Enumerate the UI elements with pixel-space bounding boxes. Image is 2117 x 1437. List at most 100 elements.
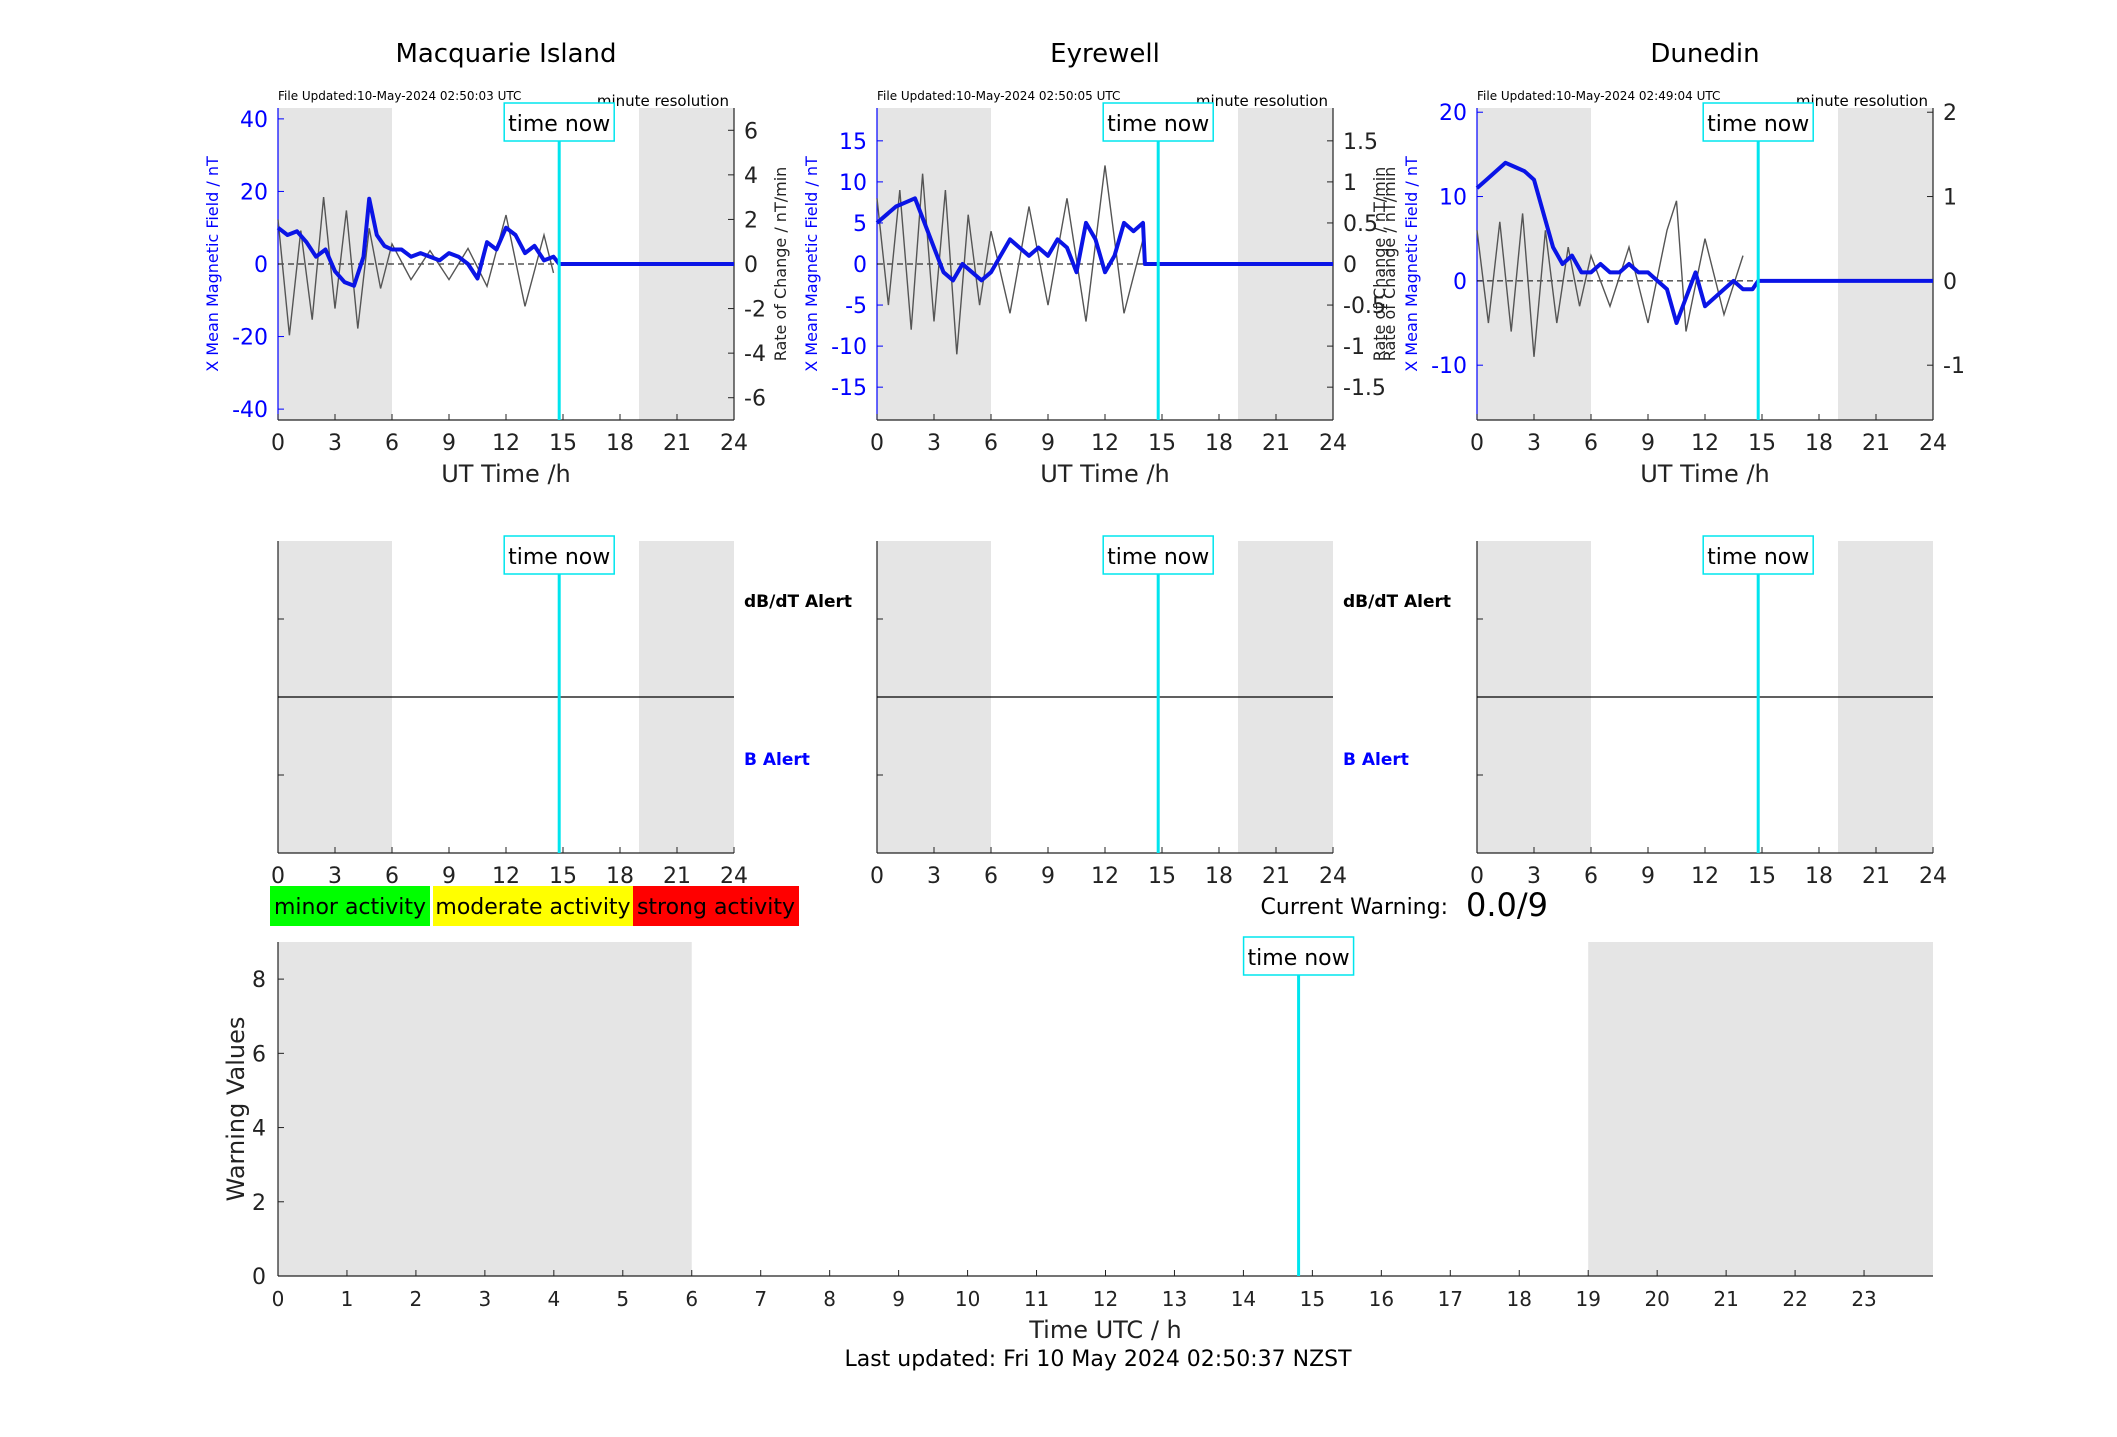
y-right-tick-label: 2 (1943, 101, 1957, 126)
y-tick-label: -20 (232, 326, 268, 351)
x-tick-label: 3 (328, 431, 342, 456)
y-right-tick-label: -0.5 (1343, 294, 1386, 319)
x-tick-label: 18 (1205, 431, 1233, 456)
x-tick-label: 15 (549, 864, 577, 889)
y-right-tick-label: -2 (744, 298, 766, 323)
x-tick-label: 6 (685, 1287, 698, 1311)
y-tick-label: 20 (240, 180, 268, 205)
x-tick-label: 24 (1919, 864, 1947, 889)
legend-strong-label: strong activity (637, 895, 795, 920)
x-tick-label: 21 (1262, 431, 1290, 456)
x-tick-label: 21 (1862, 864, 1890, 889)
chart-warning: 0 1 2 3 4 5 6 7 8 9 10 11 12 13 14 15 16 17 18 19 20 21 22 23Ti… (222, 936, 1933, 1344)
night-shading (278, 942, 692, 1276)
x-tick-label: 0 (272, 1287, 285, 1311)
b-alert-label: B Alert (1343, 750, 1409, 770)
y-tick-label: -10 (831, 335, 867, 360)
x-tick-label: 10 (955, 1287, 980, 1311)
x-tick-label: 15 (1748, 431, 1776, 456)
x-tick-label: 3 (1527, 431, 1541, 456)
x-tick-label: 14 (1231, 1287, 1256, 1311)
y-tick-label: 0 (252, 1265, 266, 1290)
file-updated: File Updated:10-May-2024 02:50:03 UTC (278, 89, 521, 103)
chart-alert-macquarie: 0 3 6 9 12 15 18 21 24 dB/dT Alert B Alert time now (271, 535, 852, 889)
y-right-axis-label: Rate of Change / nT/min (771, 167, 790, 362)
x-tick-label: 21 (1713, 1287, 1738, 1311)
time-now-label: time now (508, 112, 610, 137)
x-tick-label: 12 (1091, 431, 1119, 456)
x-tick-label: 2 (410, 1287, 423, 1311)
legend-minor-label: minor activity (274, 895, 426, 920)
y-tick-label: 0 (254, 253, 268, 278)
night-shading (1838, 108, 1933, 420)
y-right-tick-label: -1.5 (1343, 376, 1386, 401)
x-tick-label: 21 (663, 431, 691, 456)
y-right-tick-label: 1 (1343, 171, 1357, 196)
chart-alert-dunedin: 0 3 6 9 12 15 18 21 24 time now (1470, 535, 1947, 889)
y-tick-label: 8 (252, 968, 266, 993)
y-axis-label: X Mean Magnetic Field / nT (1402, 156, 1421, 372)
resolution-label: minute resolution (597, 92, 729, 110)
y-tick-label: 5 (853, 212, 867, 237)
x-tick-label: 13 (1162, 1287, 1187, 1311)
dbdt-alert-label: dB/dT Alert (744, 592, 852, 612)
legend-moderate-swatch (433, 886, 633, 926)
night-shading (1588, 942, 1933, 1276)
time-now-box (1702, 535, 1814, 575)
x-tick-label: 24 (1919, 431, 1947, 456)
x-tick-label: 19 (1575, 1287, 1600, 1311)
x-tick-label: 9 (1041, 431, 1055, 456)
x-tick-label: 24 (720, 864, 748, 889)
y-tick-label: -10 (1431, 354, 1467, 379)
x-tick-label: 8 (823, 1287, 836, 1311)
x-tick-label: 24 (1319, 864, 1347, 889)
y-tick-label: 40 (240, 108, 268, 133)
time-now-label: time now (1107, 545, 1209, 570)
y-tick-label: 0 (1453, 270, 1467, 295)
x-tick-label: 4 (547, 1287, 560, 1311)
y-right-tick-label: 0.5 (1343, 212, 1378, 237)
legend-strong-swatch (633, 886, 799, 926)
y-tick-label: 10 (1439, 186, 1467, 211)
x-tick-label: 9 (442, 864, 456, 889)
x-tick-label: 20 (1644, 1287, 1669, 1311)
x-axis-label: UT Time /h (1040, 460, 1170, 488)
y-tick-label: 10 (839, 171, 867, 196)
x-tick-label: 3 (328, 864, 342, 889)
x-tick-label: 22 (1782, 1287, 1807, 1311)
x-tick-label: 12 (1093, 1287, 1118, 1311)
x-tick-label: 6 (385, 864, 399, 889)
time-now-box (503, 102, 615, 142)
y-tick-label: 2 (252, 1191, 266, 1216)
x-tick-label: 5 (616, 1287, 629, 1311)
x-tick-label: 9 (1041, 864, 1055, 889)
legend-minor-swatch (270, 886, 430, 926)
night-shading (278, 108, 392, 420)
y-tick-label: -40 (232, 398, 268, 423)
chart-title: Eyrewell (1050, 39, 1160, 69)
x-tick-label: 17 (1438, 1287, 1463, 1311)
x-tick-label: 9 (442, 431, 456, 456)
legend-moderate-label: moderate activity (435, 895, 630, 920)
y-right-tick-label: -1 (1943, 354, 1965, 379)
x-tick-label: 0 (271, 864, 285, 889)
time-now-box (1702, 102, 1814, 142)
dbdt-alert-label: dB/dT Alert (1343, 592, 1451, 612)
rate-of-change-line (277, 197, 555, 336)
y-right-tick-label: -1 (1343, 335, 1365, 360)
time-now-label: time now (1107, 112, 1209, 137)
x-axis-label: UT Time /h (441, 460, 571, 488)
b-alert-label: B Alert (744, 750, 810, 770)
rate-of-change-line (1476, 200, 1744, 357)
x-tick-label: 21 (1262, 864, 1290, 889)
current-warning-label: Current Warning: (1261, 895, 1448, 920)
file-updated: File Updated:10-May-2024 02:49:04 UTC (1477, 89, 1720, 103)
time-now-label: time now (1248, 946, 1350, 971)
magnetic-field-line (276, 196, 734, 288)
magnetic-field-line (875, 196, 1333, 283)
rate-of-change-line (876, 165, 1144, 355)
x-tick-label: 12 (1691, 431, 1719, 456)
